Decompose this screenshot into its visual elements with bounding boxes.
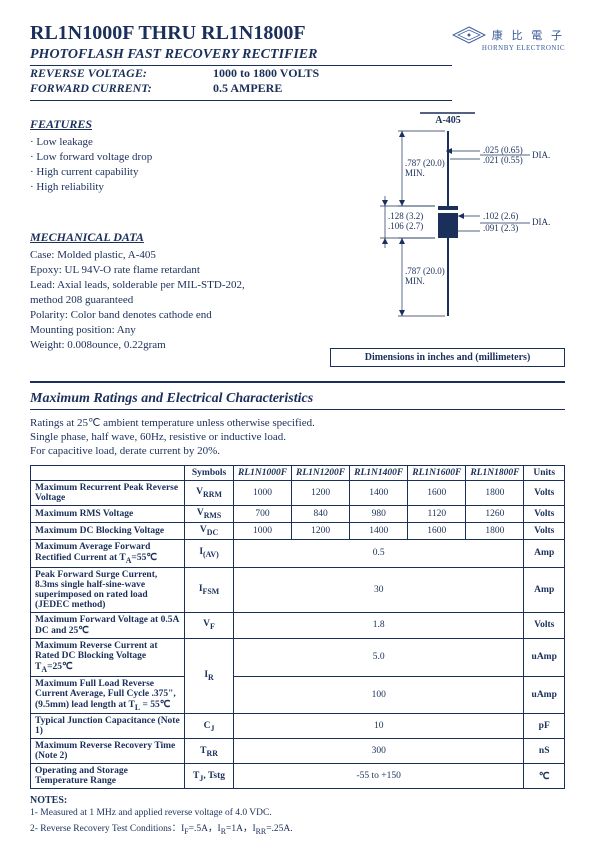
mech-line: Epoxy: UL 94V-O rate flame retardant [30, 264, 310, 276]
logo-english-text: HORNBY ELECTRONIC [452, 44, 565, 52]
ratings-table: Symbols RL1N1000F RL1N1200F RL1N1400F RL… [30, 465, 565, 789]
logo-diamond-icon [452, 26, 486, 44]
table-row: Operating and Storage Temperature Range … [31, 764, 565, 789]
table-row: Peak Forward Surge Current, 8.3ms single… [31, 567, 565, 612]
table-row: Maximum Full Load Reverse Current Averag… [31, 676, 565, 714]
svg-text:.091 (2.3): .091 (2.3) [483, 223, 518, 233]
svg-text:.106 (2.7): .106 (2.7) [388, 221, 423, 231]
svg-text:DIA.: DIA. [532, 217, 550, 227]
svg-text:.102 (2.6): .102 (2.6) [483, 211, 518, 221]
note-2: 2- Reverse Recovery Test Conditions：IF=.… [30, 820, 565, 836]
mech-line: Weight: 0.008ounce, 0.22gram [30, 339, 310, 351]
features-heading: FEATURES [30, 117, 310, 132]
svg-text:DIA.: DIA. [532, 150, 550, 160]
ratings-title: Maximum Ratings and Electrical Character… [30, 391, 565, 410]
svg-text:.128 (3.2): .128 (3.2) [388, 211, 423, 221]
features-list: · Low leakage · Low forward voltage drop… [30, 136, 310, 193]
feature-item: · Low leakage [30, 136, 310, 148]
reverse-voltage-value: 1000 to 1800 VOLTS [213, 66, 319, 81]
forward-current-value: 0.5 AMPERE [213, 81, 282, 96]
mechanical-heading: MECHANICAL DATA [30, 230, 310, 245]
divider [30, 381, 565, 383]
table-row: Maximum Recurrent Peak Reverse Voltage V… [31, 481, 565, 506]
table-row: Maximum Reverse Recovery Time (Note 2) T… [31, 739, 565, 764]
package-caption: Dimensions in inches and (millimeters) [330, 348, 565, 367]
feature-item: · High reliability [30, 181, 310, 193]
svg-text:MIN.: MIN. [405, 168, 425, 178]
mechanical-list: Case: Molded plastic, A-405 Epoxy: UL 94… [30, 249, 310, 351]
note-1: 1- Measured at 1 MHz and applied reverse… [30, 808, 565, 818]
ratings-intro: Ratings at 25℃ ambient temperature unles… [30, 416, 565, 457]
package-diagram: A-405 .025 (0.65) .021 (0.55) DIA. [330, 111, 565, 341]
svg-text:.787 (20.0): .787 (20.0) [405, 158, 445, 168]
page-subtitle: PHOTOFLASH FAST RECOVERY RECTIFIER [30, 47, 452, 66]
table-row: Maximum Average Forward Rectified Curren… [31, 539, 565, 567]
svg-text:.025 (0.65): .025 (0.65) [483, 145, 523, 155]
table-row: Typical Junction Capacitance (Note 1) CJ… [31, 714, 565, 739]
table-row: Maximum Forward Voltage at 0.5A DC and 2… [31, 612, 565, 638]
mech-line: Lead: Axial leads, solderable per MIL-ST… [30, 279, 310, 291]
mech-line: Case: Molded plastic, A-405 [30, 249, 310, 261]
svg-text:.787 (20.0): .787 (20.0) [405, 266, 445, 276]
package-label: A-405 [435, 115, 461, 126]
notes-heading: NOTES: [30, 795, 565, 806]
company-logo: 康 比 電 子 HORNBY ELECTRONIC [452, 22, 565, 52]
table-row: Maximum RMS Voltage VRMS 700 840 980 112… [31, 506, 565, 523]
svg-text:.021 (0.55): .021 (0.55) [483, 155, 523, 165]
mech-line: Polarity: Color band denotes cathode end [30, 309, 310, 321]
mech-line: Mounting position: Any [30, 324, 310, 336]
feature-item: · High current capability [30, 166, 310, 178]
table-row: Maximum DC Blocking Voltage VDC 1000 120… [31, 522, 565, 539]
logo-chinese-text: 康 比 電 子 [492, 27, 565, 43]
page-title: RL1N1000F THRU RL1N1800F [30, 22, 452, 45]
mech-line: method 208 guaranteed [30, 294, 310, 306]
notes-section: NOTES: 1- Measured at 1 MHz and applied … [30, 795, 565, 836]
forward-current-label: FORWARD CURRENT: [30, 81, 210, 96]
feature-item: · Low forward voltage drop [30, 151, 310, 163]
table-row: Maximum Reverse Current at Rated DC Bloc… [31, 638, 565, 676]
reverse-voltage-label: REVERSE VOLTAGE: [30, 66, 210, 81]
svg-text:MIN.: MIN. [405, 276, 425, 286]
